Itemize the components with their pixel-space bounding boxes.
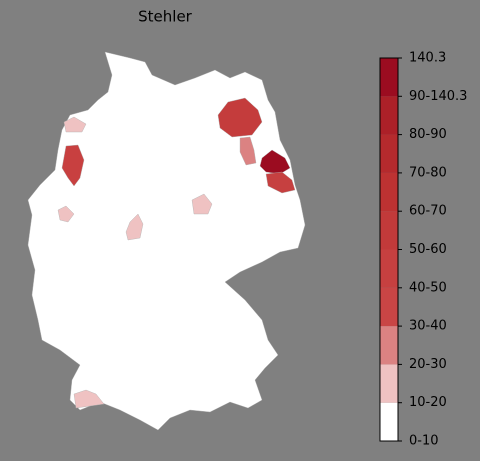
colorbar-segment <box>380 172 398 212</box>
country-outline <box>27 51 306 431</box>
colorbar-segment <box>380 58 398 97</box>
colorbar-label: 50-60 <box>409 242 447 257</box>
region <box>239 136 257 166</box>
map-title: Stehler <box>138 8 193 26</box>
colorbar-segment <box>380 287 398 327</box>
region <box>217 97 263 138</box>
germany-map <box>27 51 306 431</box>
colorbar-label: 40-50 <box>409 280 447 295</box>
colorbar-label: 80-90 <box>409 127 447 142</box>
colorbar-label: 140.3 <box>409 51 446 66</box>
colorbar-label: 10-20 <box>409 395 447 410</box>
colorbar-label: 0-10 <box>409 434 439 449</box>
colorbar-segment <box>380 249 398 288</box>
colorbar: 0-10 10-20 20-30 30-40 40-50 50-60 60-70 70-80 8… <box>379 51 467 449</box>
colorbar-label: 90-140.3 <box>409 89 467 104</box>
colorbar-label: 20-30 <box>409 357 447 372</box>
region <box>73 389 105 409</box>
colorbar-segment <box>380 402 398 441</box>
colorbar-segment <box>380 134 398 173</box>
colorbar-label: 60-70 <box>409 204 447 219</box>
region <box>61 144 85 187</box>
region <box>125 213 144 241</box>
region <box>57 205 75 223</box>
colorbar-segment <box>380 364 398 403</box>
region <box>63 116 87 133</box>
colorbar-segment <box>380 326 398 365</box>
colorbar-label: 30-40 <box>409 319 447 334</box>
colorbar-segment <box>380 211 398 250</box>
region <box>265 171 296 194</box>
colorbar-segment <box>380 96 398 135</box>
colorbar-label: 70-80 <box>409 165 447 180</box>
region <box>191 193 213 215</box>
region <box>259 149 291 175</box>
